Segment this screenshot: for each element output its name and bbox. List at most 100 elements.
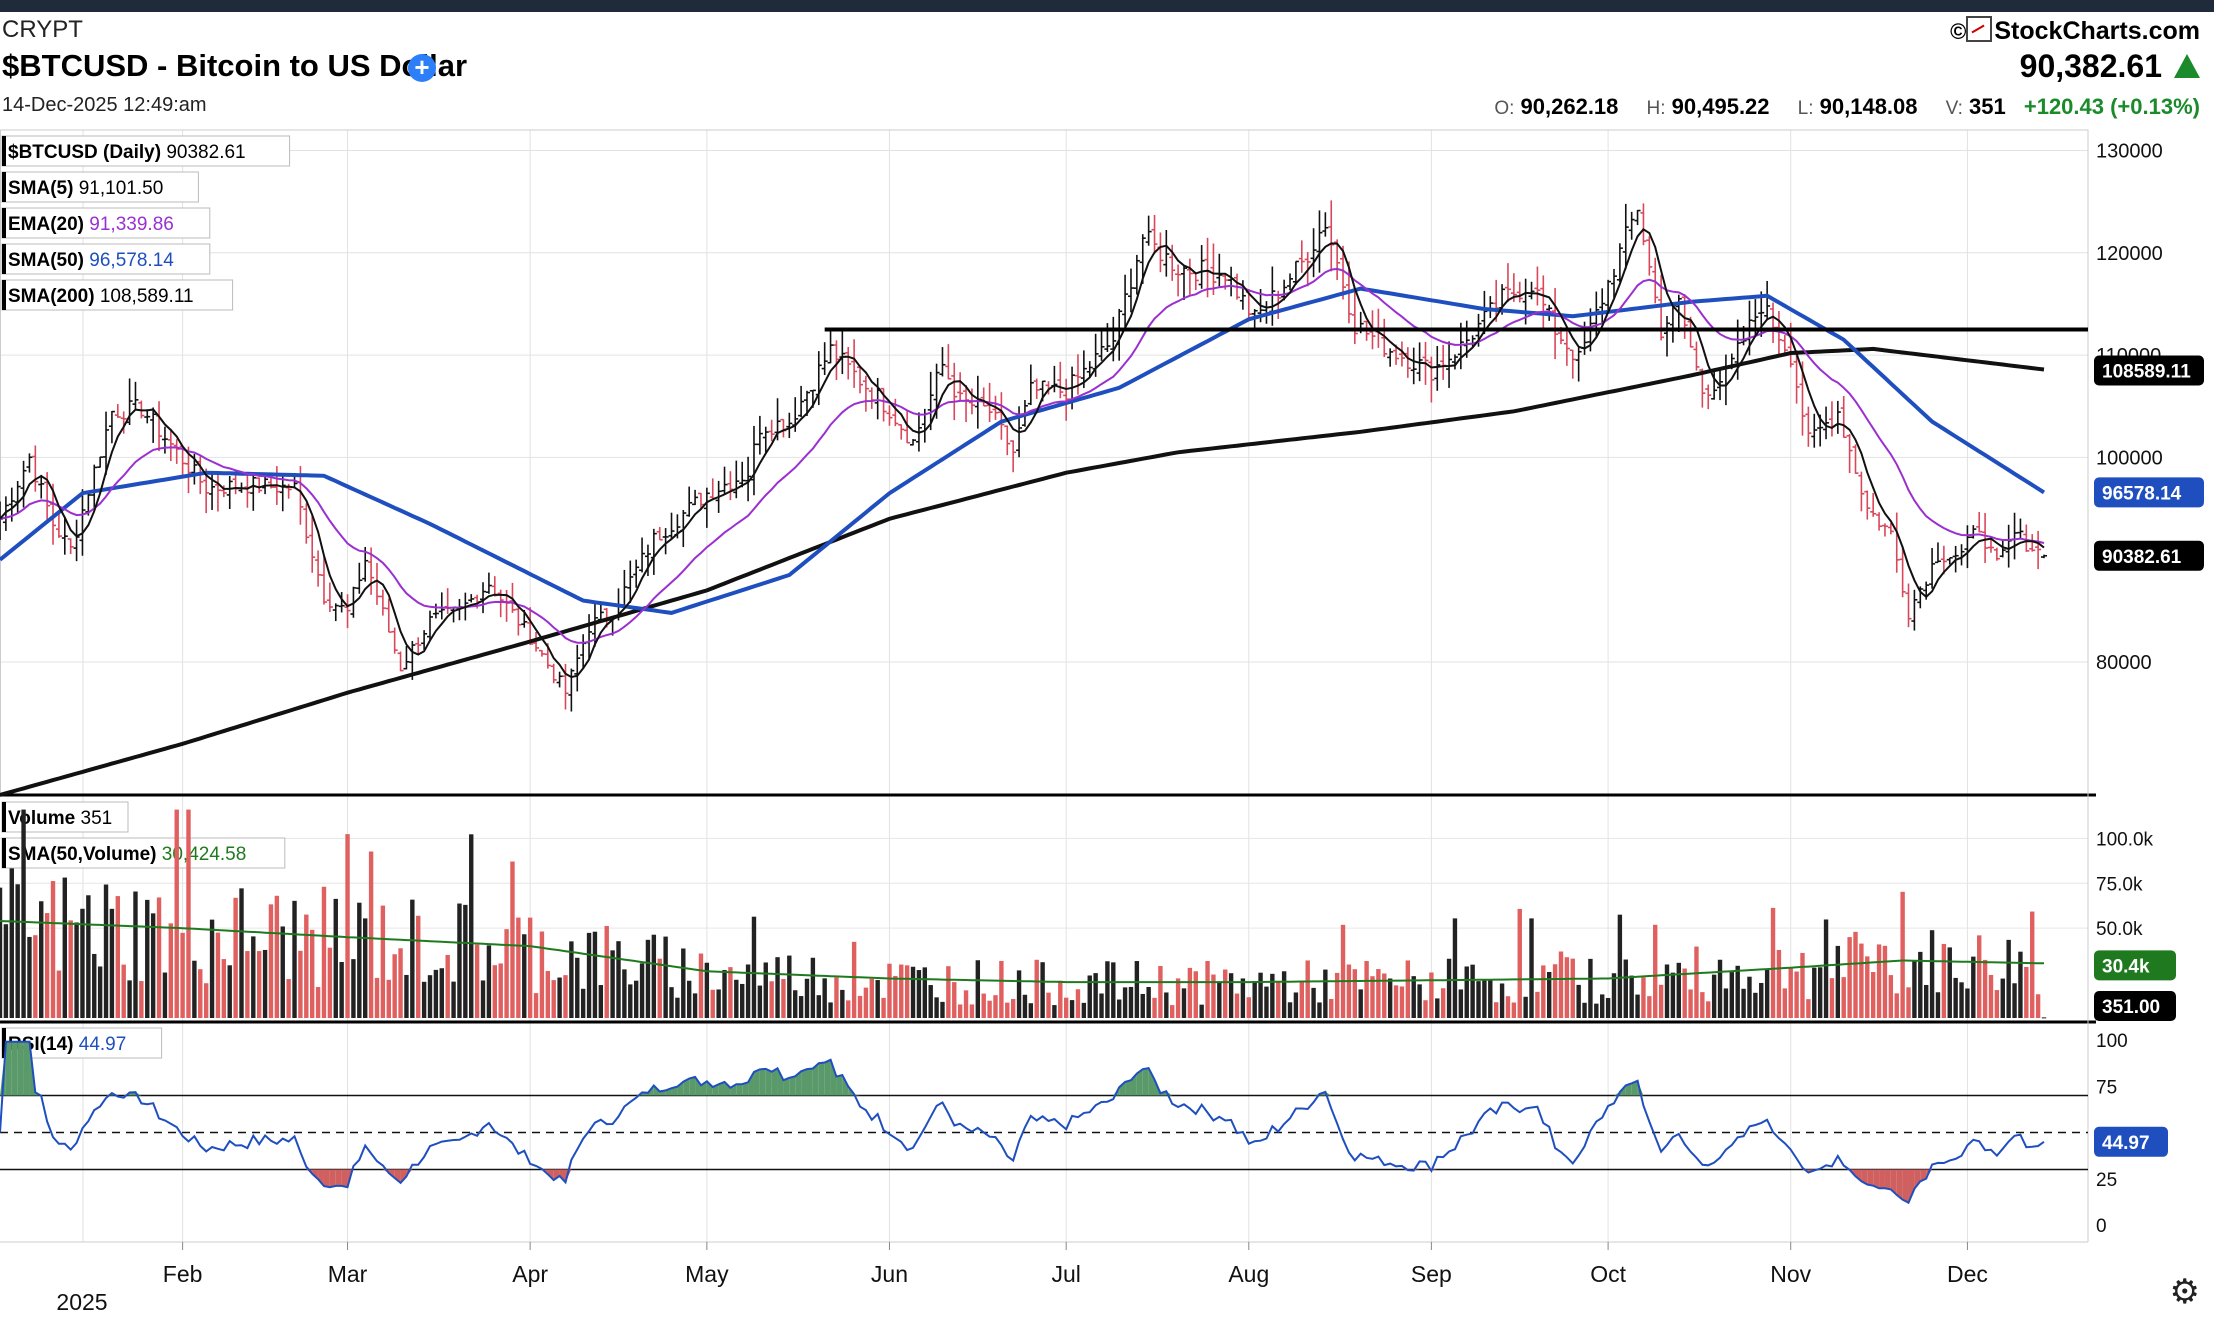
volume-bar bbox=[975, 960, 981, 1018]
volume-bar bbox=[1340, 924, 1346, 1018]
legend-entry: $BTCUSD (Daily) 90382.61 bbox=[8, 142, 246, 163]
rsi-overbought-fill bbox=[806, 1068, 813, 1096]
rsi-overbought-fill bbox=[1119, 1081, 1126, 1096]
legend-box bbox=[1, 837, 286, 869]
volume-bar bbox=[416, 915, 421, 1018]
volume-bar bbox=[121, 964, 126, 1018]
volume-bar bbox=[1682, 968, 1687, 1018]
volume-bar bbox=[804, 978, 810, 1018]
price-candles bbox=[0, 200, 2047, 712]
sma50-line bbox=[0, 286, 2046, 615]
rsi-overbought-fill bbox=[836, 1075, 843, 1096]
volume-bar bbox=[1028, 1003, 1034, 1018]
volume-bar bbox=[1800, 952, 1805, 1018]
legend-label: SMA(200) bbox=[8, 286, 100, 307]
brand-logo[interactable]: © StockCharts.com bbox=[1950, 16, 2200, 46]
volume-bar bbox=[1075, 989, 1081, 1018]
x-tick-label: Sep bbox=[1411, 1261, 1452, 1287]
volume-bar bbox=[1317, 1002, 1322, 1018]
volume-label: V: bbox=[1945, 98, 1963, 119]
legend-value: 91,101.50 bbox=[79, 178, 164, 199]
year-label: 2025 bbox=[56, 1289, 107, 1315]
volume-bar bbox=[315, 987, 321, 1018]
volume-bar bbox=[1334, 972, 1340, 1018]
volume-tick-label: 100.0k bbox=[2096, 829, 2154, 850]
volume-bar bbox=[1040, 962, 1045, 1018]
volume-bar bbox=[887, 963, 892, 1018]
volume-bar bbox=[1552, 964, 1558, 1018]
volume-bar bbox=[1870, 971, 1876, 1018]
volume-bar bbox=[1358, 989, 1363, 1018]
volume-bar bbox=[333, 898, 338, 1018]
volume-bar bbox=[1988, 974, 1994, 1018]
plus-icon[interactable]: + bbox=[408, 54, 436, 82]
rsi-oversold-fill bbox=[1873, 1169, 1880, 1189]
volume-bar bbox=[757, 985, 763, 1018]
volume-bar bbox=[1116, 999, 1122, 1018]
volume-bar bbox=[457, 903, 462, 1018]
volume-bar bbox=[1658, 984, 1664, 1018]
rsi-overbought-fill bbox=[677, 1081, 684, 1096]
volume-bar bbox=[363, 918, 368, 1018]
volume-bar bbox=[97, 966, 103, 1018]
price-tick-label: 130000 bbox=[2096, 140, 2163, 162]
volume-bar bbox=[1252, 981, 1257, 1018]
volume-bar bbox=[851, 941, 857, 1018]
volume-bar bbox=[445, 954, 450, 1018]
volume-bar bbox=[1281, 971, 1287, 1018]
volume-bar bbox=[1647, 996, 1652, 1018]
rsi-overbought-fill bbox=[11, 1041, 18, 1096]
volume-bar bbox=[327, 947, 333, 1018]
ohlc-readout: O: 90,262.18 H: 90,495.22 L: 90,148.08 V… bbox=[1472, 94, 2200, 120]
volume-bar bbox=[1058, 980, 1063, 1018]
volume-bar bbox=[1853, 931, 1858, 1018]
volume-bar bbox=[1464, 966, 1469, 1018]
volume-bar bbox=[551, 980, 556, 1018]
volume-bar bbox=[1900, 891, 1905, 1018]
volume-bar bbox=[492, 965, 498, 1018]
high-value: 90,495.22 bbox=[1671, 94, 1770, 119]
volume-bar bbox=[133, 891, 138, 1018]
volume-bar bbox=[1982, 959, 1988, 1018]
volume-bar bbox=[622, 969, 627, 1018]
volume-bar bbox=[1888, 975, 1894, 1018]
volume-bar bbox=[1894, 993, 1899, 1018]
volume-bar bbox=[410, 899, 415, 1018]
volume-bar bbox=[92, 953, 97, 1018]
rsi-oversold-fill bbox=[1926, 1169, 1933, 1179]
rsi-overbought-fill bbox=[17, 1041, 24, 1096]
volume-bar bbox=[74, 922, 79, 1018]
volume-bar bbox=[1010, 999, 1016, 1018]
volume-bar bbox=[1164, 992, 1169, 1018]
rsi-overbought-fill bbox=[1136, 1069, 1143, 1096]
rsi-oversold-fill bbox=[1867, 1169, 1874, 1186]
volume-bar bbox=[1546, 972, 1552, 1018]
volume-bar bbox=[899, 964, 904, 1018]
volume-bar bbox=[1941, 943, 1947, 1018]
volume-bar bbox=[486, 945, 492, 1018]
rsi-oversold-fill bbox=[559, 1169, 566, 1183]
volume-bar bbox=[1605, 998, 1611, 1018]
volume-bar bbox=[1505, 996, 1511, 1018]
volume-bar bbox=[1753, 992, 1758, 1018]
gear-icon[interactable]: ⚙ bbox=[2169, 1273, 2200, 1311]
volume-bar bbox=[2018, 951, 2023, 1018]
volume-bar bbox=[1128, 986, 1134, 1018]
volume-bar bbox=[1959, 982, 1964, 1018]
volume-bar bbox=[769, 981, 774, 1018]
volume-bar bbox=[1865, 956, 1870, 1018]
volume-bar bbox=[1971, 956, 1976, 1018]
volume-bar bbox=[1841, 977, 1846, 1018]
volume-bar bbox=[221, 959, 227, 1018]
volume-bar bbox=[1965, 988, 1970, 1018]
volume-bar bbox=[33, 935, 38, 1018]
rsi-overbought-fill bbox=[736, 1084, 743, 1096]
volume-bar bbox=[233, 897, 238, 1018]
volume-bar bbox=[1782, 988, 1788, 1018]
rsi-oversold-fill bbox=[341, 1169, 348, 1188]
volume-bar bbox=[1611, 973, 1617, 1018]
symbol-title: $BTCUSD - Bitcoin to US Dollar bbox=[2, 48, 468, 83]
volume-bar bbox=[1694, 946, 1699, 1018]
volume-bar bbox=[539, 931, 545, 1018]
